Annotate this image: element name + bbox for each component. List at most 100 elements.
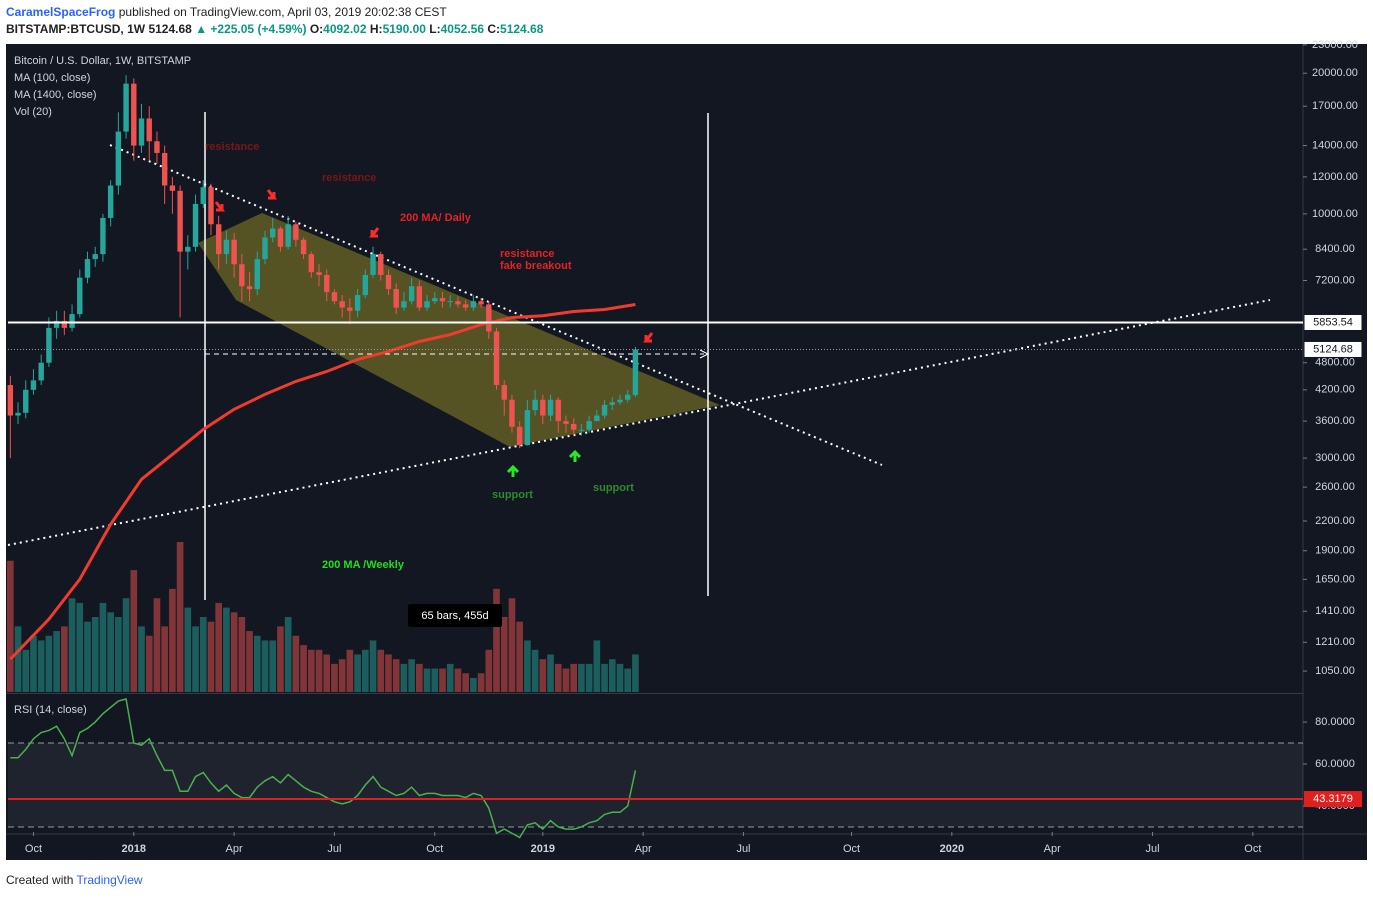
volume-bar bbox=[30, 635, 37, 692]
volume-bar bbox=[207, 621, 215, 692]
candle-body bbox=[254, 259, 260, 290]
volume-bar bbox=[284, 617, 292, 692]
candle-body bbox=[532, 399, 538, 411]
ohlc-key: C: bbox=[487, 22, 501, 36]
candle-body bbox=[609, 402, 615, 405]
y-tick-label: 80.0000 bbox=[1315, 716, 1355, 728]
volume-bar bbox=[61, 626, 68, 692]
x-tick-label: Oct bbox=[25, 843, 42, 855]
candle-body bbox=[563, 421, 569, 424]
candle-body bbox=[331, 292, 338, 302]
candle-body bbox=[393, 289, 399, 308]
x-tick-label: Apr bbox=[635, 843, 652, 855]
rsi-level-label: 43.3179 bbox=[1313, 793, 1353, 805]
volume-bar bbox=[377, 649, 385, 692]
volume-bar bbox=[223, 607, 230, 692]
candle-body bbox=[370, 254, 376, 275]
candle-body bbox=[169, 185, 176, 191]
candle-body bbox=[107, 185, 114, 218]
y-tick-label: 7200.00 bbox=[1315, 274, 1355, 286]
y-tick-label: 1900.00 bbox=[1315, 545, 1355, 557]
footer-brand[interactable]: TradingView bbox=[76, 873, 143, 887]
candle-body bbox=[547, 399, 554, 416]
volume-bar bbox=[230, 612, 238, 692]
candle-body bbox=[594, 415, 600, 422]
y-tick-label: 12000.00 bbox=[1312, 171, 1358, 183]
candle-body bbox=[439, 298, 446, 302]
volume-bar bbox=[153, 598, 161, 692]
volume-bar bbox=[539, 659, 547, 692]
volume-bar bbox=[300, 645, 307, 692]
drawings-front: 65 bars, 455d Bitcoin / U.S. Dollar, 1W,… bbox=[14, 55, 1363, 808]
volume-bar bbox=[608, 659, 616, 692]
volume-bar bbox=[601, 663, 608, 692]
publish-info: published on TradingView.com, April 03, … bbox=[118, 5, 447, 19]
change: ▲ +225.05 (+4.59%) bbox=[195, 22, 307, 36]
arrow-down bbox=[643, 332, 654, 343]
candle-body bbox=[455, 301, 461, 305]
rsi-line bbox=[10, 698, 637, 839]
legend-entry: MA (1400, close) bbox=[14, 89, 97, 101]
volume-bar bbox=[238, 617, 246, 692]
ohlc-value: 5190.00 bbox=[382, 22, 426, 36]
volume-bar bbox=[616, 663, 624, 692]
annotation: 200 MA/ Daily bbox=[400, 212, 472, 224]
price-label-box bbox=[1303, 340, 1363, 358]
annotation: 200 MA /Weekly bbox=[322, 559, 405, 571]
volume-bar bbox=[531, 649, 539, 692]
candle-body bbox=[570, 423, 577, 430]
volume-bar bbox=[632, 654, 639, 692]
volume-bar bbox=[385, 654, 392, 692]
chart-title: Bitcoin / U.S. Dollar, 1W, BITSTAMP bbox=[14, 55, 191, 67]
candle-body bbox=[262, 237, 268, 260]
volume-bar bbox=[338, 659, 346, 692]
volume-bar bbox=[184, 607, 192, 692]
volume-bar bbox=[578, 663, 585, 692]
footer-text: Created with bbox=[6, 873, 74, 887]
volume-bar bbox=[277, 626, 284, 692]
candle-body bbox=[285, 224, 291, 247]
volume-bar bbox=[493, 588, 500, 692]
volume-bar bbox=[477, 673, 485, 692]
candle-body bbox=[92, 254, 98, 260]
volume-bar bbox=[392, 659, 400, 692]
volume-bar bbox=[91, 617, 99, 692]
x-tick-label: 2018 bbox=[122, 843, 146, 855]
volume-bar bbox=[253, 635, 261, 692]
ohlc: O:4092.02 H:5190.00 L:4052.56 C:5124.68 bbox=[310, 22, 544, 36]
candle-body bbox=[300, 239, 307, 255]
x-tick-label: Oct bbox=[426, 843, 443, 855]
candle-body bbox=[516, 426, 523, 445]
volume-bar bbox=[22, 649, 30, 692]
author[interactable]: CaramelSpaceFrog bbox=[6, 5, 116, 19]
publish-line: CaramelSpaceFrog published on TradingVie… bbox=[6, 5, 447, 19]
volume-bar bbox=[6, 560, 14, 692]
marks: 23000.00 20000.00 17000.00 14000.00 12000.00… bbox=[6, 39, 1358, 855]
volume-bar bbox=[68, 598, 76, 692]
volume-bar bbox=[246, 631, 253, 692]
arrow-down bbox=[369, 227, 380, 238]
candle-body bbox=[208, 187, 214, 225]
x-tick-label: 2020 bbox=[940, 843, 964, 855]
candle-body bbox=[625, 394, 631, 400]
y-tick-label: 2200.00 bbox=[1315, 515, 1355, 527]
volume-bar bbox=[53, 631, 60, 692]
y-tick-label: 60.0000 bbox=[1315, 758, 1355, 770]
volume-bar bbox=[176, 542, 184, 692]
footer: Created with TradingView bbox=[6, 873, 143, 887]
y-tick-label: 14000.00 bbox=[1312, 139, 1358, 151]
volume-bar bbox=[99, 602, 107, 692]
candle-body bbox=[378, 254, 384, 275]
candle-body bbox=[354, 295, 361, 311]
candle-body bbox=[586, 421, 592, 430]
volume-bar bbox=[161, 626, 168, 692]
arrow-down bbox=[214, 201, 225, 212]
candle-body bbox=[408, 286, 415, 302]
volume-bar bbox=[292, 635, 300, 692]
candle-body bbox=[100, 217, 106, 255]
y-tick-label: 20000.00 bbox=[1312, 67, 1358, 79]
x-tick-label: Oct bbox=[843, 843, 860, 855]
volume-bar bbox=[362, 649, 369, 692]
candle-body bbox=[478, 301, 484, 305]
